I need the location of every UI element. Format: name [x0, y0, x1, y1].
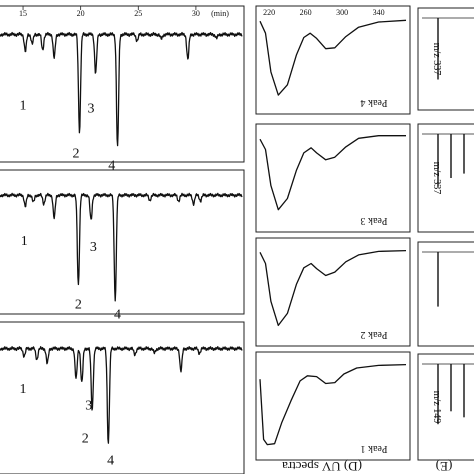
uv-spectrum-line: [259, 249, 407, 327]
mass-spectrum-panel-1: m/z 337: [417, 7, 474, 111]
peak-label-4: 4: [114, 308, 121, 323]
uv-x-tick-label: 260: [300, 8, 312, 17]
peak-label-3: 3: [85, 399, 92, 414]
ms-frame: [417, 353, 474, 461]
ms-mz-label: m/z 149: [431, 391, 442, 424]
peak-label-3: 3: [90, 240, 97, 255]
chromatogram-frame: [0, 321, 245, 474]
peak-label-2: 2: [73, 147, 80, 162]
peak-label-1: 1: [20, 98, 27, 113]
peak-label-1: 1: [20, 382, 27, 397]
ms-frame: [417, 7, 474, 111]
mass-spectrum-panel-2: m/z 337: [417, 123, 474, 233]
x-tick-label: 15: [19, 9, 27, 18]
mass-spectrum-panel-3: [417, 241, 474, 347]
ms-mz-label: m/z 337: [431, 43, 442, 76]
uv-spectra-column: (D) UV spectra 220 260 300 340 Peak 4 Peak 3 P…: [255, 5, 411, 474]
uv-spectrum-line: [259, 135, 406, 211]
uv-x-tick-label: 300: [336, 8, 348, 17]
uv-frame: [255, 5, 411, 115]
chromatogram-panel-1: 15 20 25 30 (min) 1 2 3 4: [0, 5, 245, 173]
chromatogram-panel-2: 1 2 3 4: [0, 169, 245, 323]
chromatogram-panel-3: 1 3 2 4: [0, 321, 245, 474]
uv-panel-label: (D) UV spectra: [282, 459, 362, 474]
chromatogram-trace: [0, 346, 243, 444]
ms-mz-label: m/z 337: [431, 162, 442, 195]
uv-frame: [255, 237, 411, 347]
uv-spectrum-panel-2: Peak 3: [255, 123, 411, 233]
uv-spectrum-panel-1: 220 260 300 340 Peak 4: [255, 5, 411, 115]
uv-spectrum-line: [259, 19, 407, 96]
peak-label-4: 4: [108, 158, 115, 173]
chromatogram-trace: [0, 192, 243, 302]
uv-x-tick-label: 220: [263, 8, 275, 17]
peak-label-4: 4: [107, 453, 114, 468]
uv-peak-name: Peak 1: [361, 443, 388, 454]
peak-label-2: 2: [75, 298, 82, 313]
uv-x-tick-label: 340: [373, 8, 385, 17]
uv-spectrum-panel-3: Peak 2: [255, 237, 411, 347]
uv-peak-name: Peak 2: [361, 329, 388, 340]
chromatogram-trace: [0, 31, 243, 147]
uv-frame: [255, 351, 411, 461]
uv-spectrum-line: [259, 363, 407, 446]
chromatogram-column: 15 20 25 30 (min) 1 2 3 4 1 2 3 4 1 3 2 4: [0, 5, 245, 474]
ms-panel-label: (E): [436, 459, 453, 474]
ms-frame: [417, 241, 474, 347]
chromatogram-frame: [0, 5, 245, 163]
peak-label-1: 1: [21, 234, 28, 249]
x-tick-label: 20: [77, 9, 85, 18]
uv-peak-name: Peak 3: [361, 215, 388, 226]
chromatogram-frame: [0, 169, 245, 315]
peak-label-3: 3: [88, 101, 95, 116]
uv-spectrum-panel-4: Peak 1: [255, 351, 411, 461]
peak-label-2: 2: [82, 431, 89, 446]
mass-spectrum-panel-4: m/z 149: [417, 353, 474, 461]
x-tick-label: 25: [134, 9, 142, 18]
x-tick-label: 30: [192, 9, 200, 18]
x-unit-label: (min): [211, 9, 229, 18]
uv-frame: [255, 123, 411, 233]
ms-frame: [417, 123, 474, 233]
uv-peak-name: Peak 4: [361, 97, 388, 108]
mass-spectra-column: (E) m/z 337 m/z 337 m/z 149: [417, 7, 474, 474]
